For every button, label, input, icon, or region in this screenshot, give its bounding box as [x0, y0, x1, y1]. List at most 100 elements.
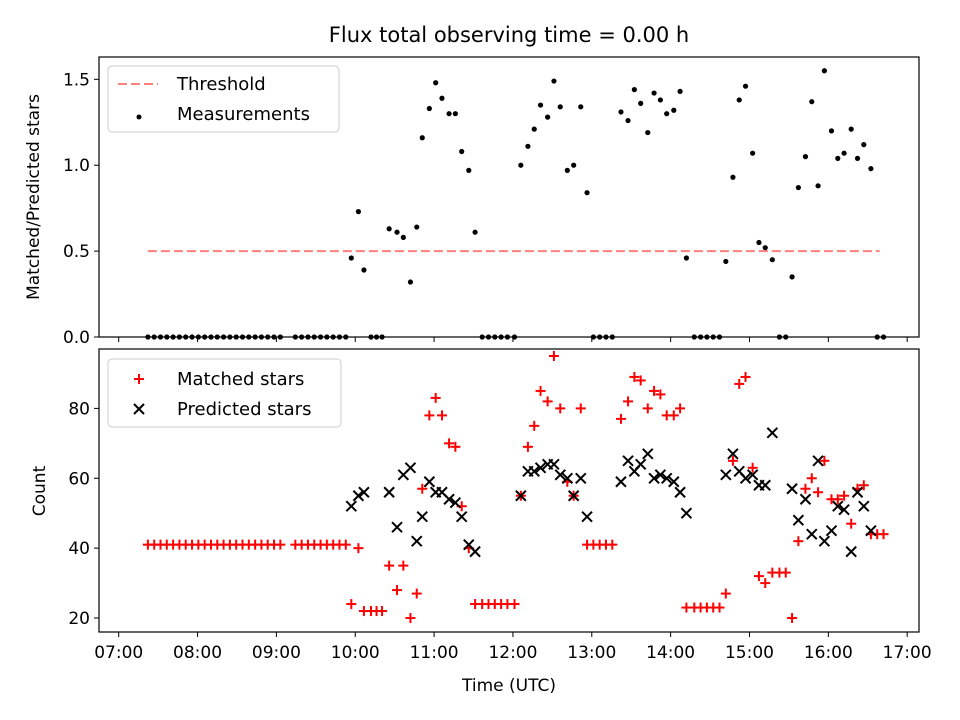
x-tick-label: 13:00	[567, 643, 616, 663]
matched-point	[384, 560, 395, 571]
predicted-point-b	[463, 538, 475, 551]
matched-point	[405, 613, 416, 624]
top-ylabel: Matched/Predicted stars	[24, 94, 44, 300]
predicted-point	[660, 472, 673, 484]
predicted-point	[615, 476, 627, 488]
matched-point	[714, 602, 725, 613]
x-tick-label: 07:00	[94, 643, 143, 663]
measurement-point	[631, 87, 637, 93]
measurement-point	[407, 279, 414, 285]
top-panel: 0.0 0.5 1.0 1.5 Matched/Predicted stars Thr…	[24, 56, 920, 348]
predicted-point	[515, 490, 527, 502]
bottom-axis-ticks: 20 40 60 80 07:00 08:00 09:00 10:00 11:00 12:00 13…	[68, 399, 931, 663]
matched-point	[655, 389, 666, 400]
predicted-point-b	[416, 510, 428, 523]
predicted-point-b	[634, 458, 647, 471]
matched-point	[806, 473, 817, 484]
predicted-point-b	[806, 528, 818, 540]
matched-point	[509, 599, 520, 610]
predicted-point	[567, 490, 580, 502]
matched-point	[635, 375, 646, 386]
measurement-point	[795, 184, 801, 191]
y-tick-label: 20	[68, 609, 90, 629]
predicted-point	[806, 528, 818, 540]
y-tick-label: 0.0	[63, 328, 90, 348]
legend-predicted-swatch	[133, 403, 145, 415]
matched-point	[839, 490, 850, 501]
measurement-point	[828, 128, 835, 134]
predicted-point-b	[786, 483, 798, 495]
predicted-point	[352, 490, 365, 502]
measurement-point	[677, 88, 683, 94]
matched-point	[780, 567, 791, 578]
predicted-point	[345, 500, 358, 512]
measurement-point	[525, 143, 531, 149]
predicted-point	[818, 535, 831, 547]
predicted-point-b	[548, 458, 560, 471]
x-tick-label: 10:00	[331, 643, 380, 663]
matched-point	[529, 420, 540, 431]
predicted-point-b	[554, 469, 566, 481]
predicted-point-b	[383, 486, 395, 498]
predicted-point	[449, 497, 462, 509]
top-plot-frame	[98, 56, 920, 338]
bottom-plot-frame	[98, 348, 920, 633]
measurement-point	[394, 229, 400, 235]
matched-point	[760, 578, 771, 589]
matched-point	[575, 403, 586, 414]
matched-point	[424, 410, 435, 421]
matched-point	[747, 462, 758, 473]
matched-point	[377, 606, 388, 617]
x-tick-label: 14:00	[646, 643, 695, 663]
matched-point	[411, 588, 422, 599]
predicted-point-b	[668, 476, 680, 488]
matched-point	[346, 599, 357, 610]
predicted-point	[548, 458, 560, 471]
matched-point	[450, 441, 461, 452]
predicted-point-b	[845, 545, 857, 558]
measurement-point	[821, 68, 827, 74]
measurement-point	[750, 150, 756, 156]
measurement-point	[809, 99, 815, 105]
bottom-panel: 20 40 60 80 07:00 08:00 09:00 10:00 11:00 12:00 13…	[30, 348, 932, 696]
predicted-point	[469, 545, 481, 558]
x-tick-label: 08:00	[173, 643, 222, 663]
predicted-point-b	[654, 469, 667, 481]
x-tick-label: 17:00	[883, 643, 932, 663]
legend-matched-swatch	[134, 374, 144, 384]
matched-point	[720, 588, 731, 599]
predicted-point-b	[455, 510, 468, 523]
predicted-point-b	[391, 521, 403, 533]
measurement-point	[854, 155, 861, 161]
measurement-point	[472, 229, 478, 235]
predicted-point-b	[515, 490, 527, 502]
y-tick-label: 1.5	[63, 70, 90, 90]
y-tick-label: 1.0	[63, 156, 90, 176]
predicted-point	[865, 524, 877, 537]
matched-point	[668, 410, 679, 421]
predicted-point	[654, 469, 667, 481]
measurement-point	[769, 257, 775, 263]
measurement-point	[742, 83, 749, 89]
predicted-point-b	[674, 486, 686, 498]
measurement-point	[531, 126, 537, 132]
predicted-point-b	[739, 472, 752, 484]
predicted-point-b	[818, 535, 831, 547]
matched-point	[444, 438, 455, 449]
predicted-point-b	[858, 500, 870, 512]
y-tick-label: 40	[68, 539, 90, 559]
x-tick-label: 09:00	[252, 643, 301, 663]
measurement-point	[638, 100, 644, 106]
measurement-point	[868, 166, 874, 172]
measurement-point	[664, 111, 670, 117]
measurement-point	[651, 90, 657, 96]
predicted-point-b	[622, 455, 634, 467]
x-tick-label: 12:00	[488, 643, 537, 663]
x-tick-label: 15:00	[725, 643, 774, 663]
predicted-point	[404, 462, 417, 474]
measurement-point	[645, 129, 651, 136]
predicted-point-b	[851, 486, 864, 498]
measurement-point	[625, 117, 631, 124]
predicted-point-b	[648, 472, 660, 484]
